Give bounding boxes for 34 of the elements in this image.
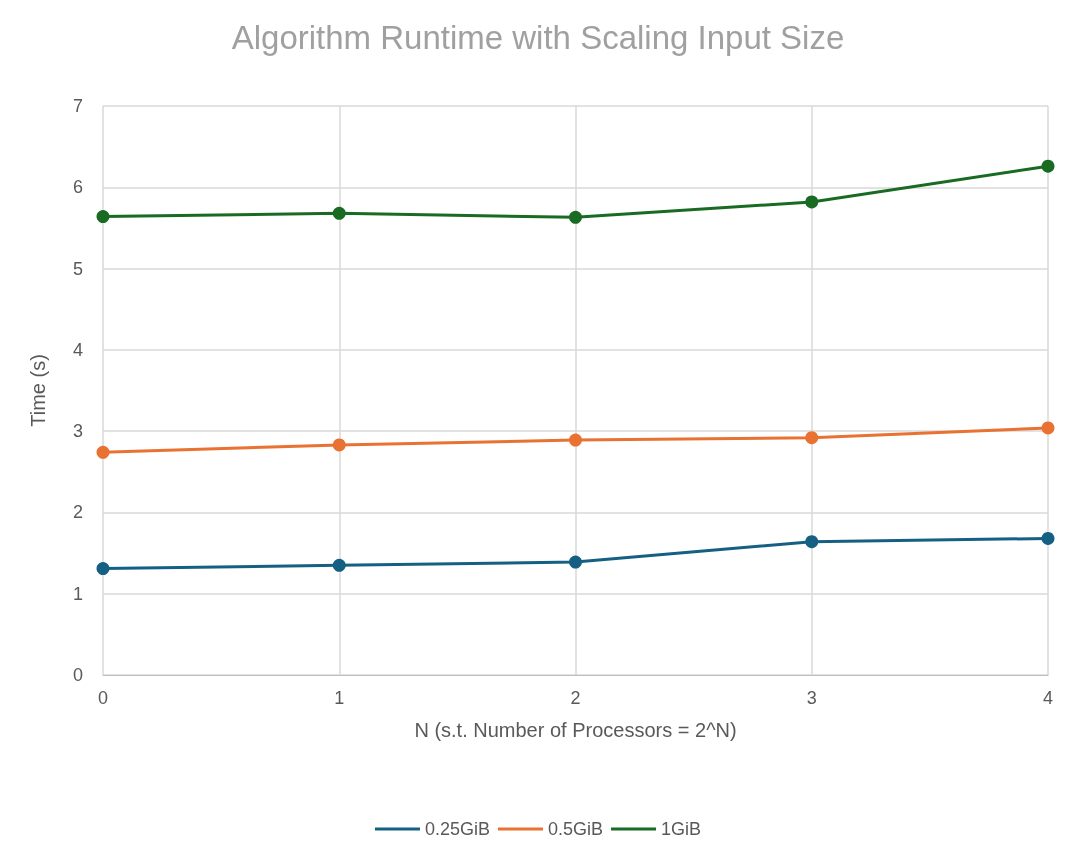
y-tick-label: 0 bbox=[72, 665, 83, 685]
point bbox=[569, 433, 582, 447]
legend-label: 0.5GiB bbox=[548, 819, 604, 839]
point bbox=[96, 210, 110, 224]
point bbox=[332, 206, 346, 220]
y-axis-title: Time (s) bbox=[27, 354, 49, 427]
point bbox=[1041, 159, 1055, 173]
x-tick-label: 2 bbox=[570, 688, 581, 708]
legend-label: 0.25GiB bbox=[424, 819, 490, 839]
x-tick-label: 0 bbox=[97, 688, 109, 708]
point bbox=[569, 555, 582, 569]
point bbox=[805, 195, 819, 209]
point bbox=[805, 535, 819, 549]
x-tick-label: 3 bbox=[806, 688, 817, 708]
y-tick-label: 5 bbox=[72, 258, 83, 279]
point bbox=[96, 562, 110, 576]
y-tick-label: 7 bbox=[72, 96, 83, 116]
y-tick-label: 4 bbox=[72, 339, 83, 360]
point bbox=[1041, 531, 1055, 545]
x-tick-label: 4 bbox=[1042, 688, 1054, 708]
chart-title: Algorithm Runtime with Scaling Input Size bbox=[231, 19, 845, 56]
y-tick-label: 6 bbox=[72, 177, 83, 198]
legend-label: 1GiB bbox=[661, 819, 702, 839]
point bbox=[332, 438, 346, 452]
point bbox=[569, 210, 582, 224]
y-tick-label: 2 bbox=[72, 502, 83, 523]
y-tick-label: 3 bbox=[72, 421, 83, 442]
y-tick-label: 1 bbox=[72, 583, 83, 604]
point bbox=[332, 558, 346, 572]
point bbox=[96, 445, 110, 459]
x-tick-label: 1 bbox=[334, 688, 345, 708]
x-axis-title: N (s.t. Number of Processors = 2^N) bbox=[414, 719, 737, 741]
point bbox=[1041, 421, 1055, 435]
point bbox=[805, 431, 819, 445]
